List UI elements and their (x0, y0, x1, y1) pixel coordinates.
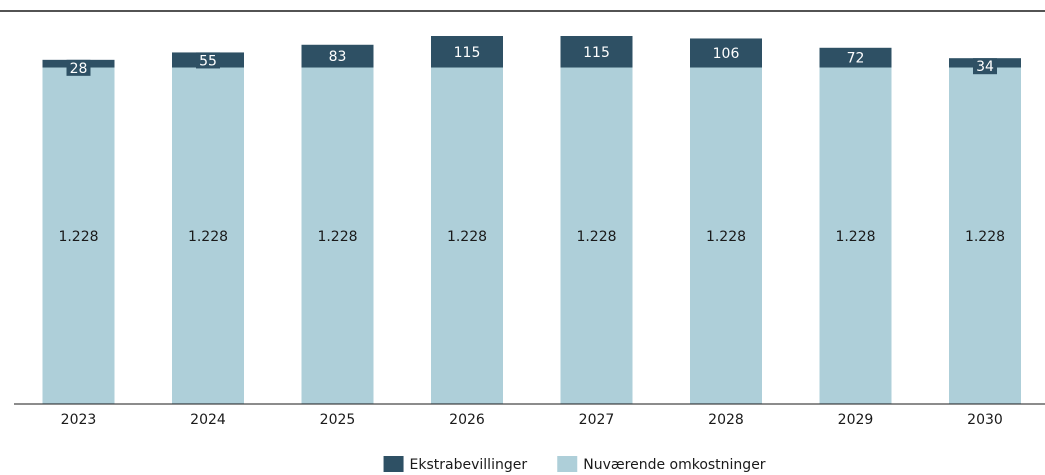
label-base-2026: 1.228 (447, 229, 487, 245)
label-extra-2026: 115 (454, 45, 481, 61)
label-base-2024: 1.228 (188, 229, 228, 245)
bar-extra-2027 (560, 36, 633, 68)
x-tick-2028: 2028 (708, 412, 744, 428)
x-tick-labels: 2023 2024 2025 2026 2027 2028 2029 2030 (61, 412, 1003, 428)
bar-base-2024 (172, 67, 244, 405)
label-extra-2023: 28 (70, 61, 88, 77)
label-extra-2027: 115 (583, 45, 610, 61)
label-base-2028: 1.228 (706, 229, 746, 245)
label-base-2025: 1.228 (317, 229, 357, 245)
label-box-extra-2030 (973, 58, 997, 75)
bar-base-2030 (949, 67, 1021, 405)
bar-base-2025 (301, 67, 374, 405)
bar-base-2023 (42, 67, 115, 405)
legend-swatch-0 (383, 456, 404, 472)
label-base-2030: 1.228 (965, 229, 1005, 245)
label-base-2029: 1.228 (835, 229, 875, 245)
x-tick-2029: 2029 (838, 412, 874, 428)
bar-base-2027 (560, 67, 633, 405)
bar-extra-2028 (690, 38, 762, 68)
label-box-extra-2023 (66, 59, 91, 76)
x-tick-2025: 2025 (320, 412, 356, 428)
bars-layer: 1.228 28 1.228 55 1.228 83 1.228 115 1.228 115 1.2… (42, 36, 1021, 405)
bar-extra-2025 (301, 44, 374, 68)
legend: Ekstrabevillinger Nuværende omkostninger (383, 456, 766, 473)
bar-base-2029 (819, 67, 892, 405)
legend-swatch-1 (557, 456, 578, 472)
label-extra-2029: 72 (847, 51, 865, 67)
label-box-extra-2024 (196, 52, 220, 69)
label-extra-2028: 106 (713, 46, 740, 62)
bar-base-2026 (431, 67, 503, 405)
label-base-2027: 1.228 (576, 229, 616, 245)
legend-label-1: Nuværende omkostninger (583, 457, 766, 473)
legend-label-0: Ekstrabevillinger (410, 457, 528, 473)
x-tick-2026: 2026 (449, 412, 485, 428)
x-tick-2027: 2027 (579, 412, 615, 428)
x-tick-2030: 2030 (967, 412, 1003, 428)
label-base-2023: 1.228 (58, 229, 98, 245)
label-extra-2024: 55 (199, 53, 217, 69)
x-tick-2023: 2023 (61, 412, 97, 428)
bar-extra-2026 (431, 36, 503, 68)
label-extra-2030: 34 (976, 59, 994, 75)
x-tick-2024: 2024 (190, 412, 226, 428)
bar-base-2028 (690, 67, 762, 405)
label-extra-2025: 83 (329, 49, 347, 65)
bar-extra-2029 (819, 47, 892, 68)
